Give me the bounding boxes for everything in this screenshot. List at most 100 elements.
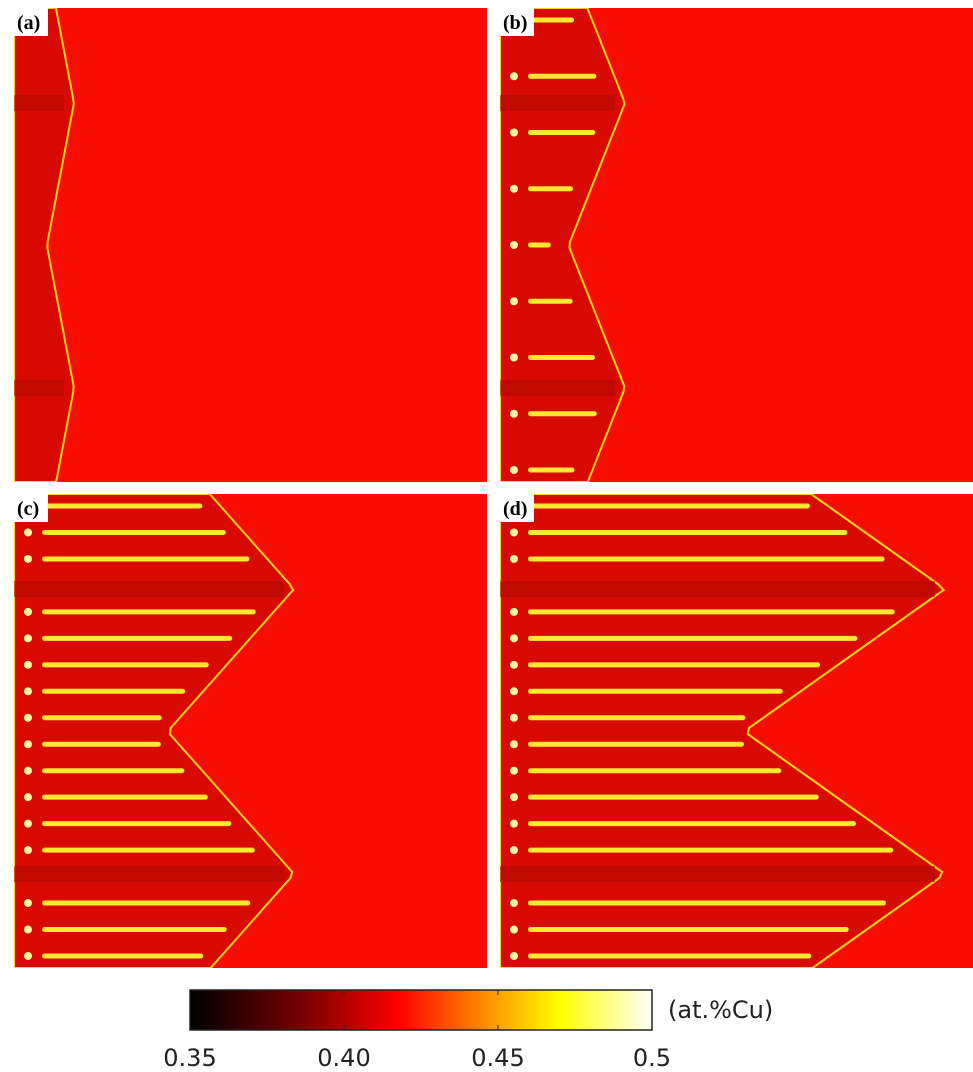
tick-label: 0.5 <box>633 1044 671 1072</box>
droplet <box>510 528 518 536</box>
colorbar-scale <box>190 990 652 1030</box>
core <box>14 380 64 396</box>
lamella <box>528 186 573 191</box>
core <box>14 95 64 111</box>
droplet <box>510 846 518 854</box>
droplet <box>510 555 518 563</box>
core <box>500 380 615 396</box>
droplet <box>510 899 518 907</box>
lamella <box>528 636 857 641</box>
lamella <box>42 609 256 614</box>
panel-label: (b) <box>503 12 527 34</box>
lamella <box>528 504 810 509</box>
lamella <box>528 742 744 747</box>
lamella <box>528 901 886 906</box>
droplet <box>24 820 32 828</box>
core <box>500 581 935 597</box>
droplet <box>24 608 32 616</box>
droplet <box>510 241 518 249</box>
droplet <box>510 820 518 828</box>
lamella <box>42 715 162 720</box>
lamella <box>528 74 596 79</box>
droplet <box>510 129 518 137</box>
droplet <box>24 899 32 907</box>
lamella <box>42 689 185 694</box>
lamella <box>528 299 573 304</box>
lamella <box>528 795 819 800</box>
droplet <box>510 634 518 642</box>
tick-label: 0.45 <box>471 1044 524 1072</box>
lamella <box>42 530 226 535</box>
colorbar: (at.%Cu) 0.35 0.40 0.45 0.5 <box>0 980 973 1072</box>
panel: (c) <box>14 494 487 968</box>
lamella <box>42 556 249 561</box>
droplet <box>510 767 518 775</box>
core <box>500 866 935 882</box>
lamella <box>528 18 574 23</box>
lamella <box>528 468 575 473</box>
lamella <box>42 901 250 906</box>
droplet <box>510 608 518 616</box>
core <box>14 581 284 597</box>
lamella <box>528 662 820 667</box>
droplet <box>24 687 32 695</box>
droplet <box>24 555 32 563</box>
droplet <box>510 952 518 960</box>
lamella <box>528 927 849 932</box>
droplet <box>24 767 32 775</box>
tick-label: 0.35 <box>163 1044 216 1072</box>
figure: (a) (b) (c) (d) (at.%Cu) 0.35 0.40 0.45 0.5 <box>0 0 973 1072</box>
core <box>14 866 284 882</box>
lamella <box>528 411 597 416</box>
lamella <box>42 742 161 747</box>
lamella <box>528 130 595 135</box>
lamella <box>528 821 856 826</box>
droplet <box>24 634 32 642</box>
droplet <box>510 72 518 80</box>
droplet <box>24 793 32 801</box>
lamella <box>528 715 745 720</box>
droplet <box>510 354 518 362</box>
lamella <box>42 768 184 773</box>
lamella <box>42 636 232 641</box>
droplet <box>24 714 32 722</box>
panel: (d) <box>500 494 973 968</box>
lamella <box>42 662 209 667</box>
lamella <box>528 530 847 535</box>
lamella <box>42 848 255 853</box>
lamella <box>528 848 893 853</box>
lamella <box>528 556 885 561</box>
lamella <box>528 243 551 248</box>
lamella <box>42 954 203 959</box>
droplet <box>510 740 518 748</box>
colorbar-unit: (at.%Cu) <box>668 996 773 1024</box>
droplet <box>24 926 32 934</box>
lamella <box>528 355 595 360</box>
panel: (a) <box>14 8 487 482</box>
panel-label: (a) <box>17 12 40 34</box>
droplet <box>24 952 32 960</box>
lamella <box>528 768 781 773</box>
droplet <box>24 528 32 536</box>
droplet <box>510 661 518 669</box>
panel-label: (c) <box>17 498 39 520</box>
droplet <box>510 714 518 722</box>
lamella <box>42 821 231 826</box>
tick-label: 0.40 <box>317 1044 370 1072</box>
lamella <box>528 689 783 694</box>
core <box>500 95 615 111</box>
droplet <box>510 297 518 305</box>
droplet <box>510 410 518 418</box>
lamella <box>42 927 227 932</box>
lamella <box>528 954 811 959</box>
panel-label: (d) <box>503 498 527 520</box>
droplet <box>24 846 32 854</box>
lamella <box>42 795 208 800</box>
droplet <box>510 466 518 474</box>
droplet <box>510 185 518 193</box>
droplet <box>24 740 32 748</box>
droplet <box>510 793 518 801</box>
panel: (b) <box>500 8 973 482</box>
droplet <box>510 926 518 934</box>
droplet <box>510 687 518 695</box>
